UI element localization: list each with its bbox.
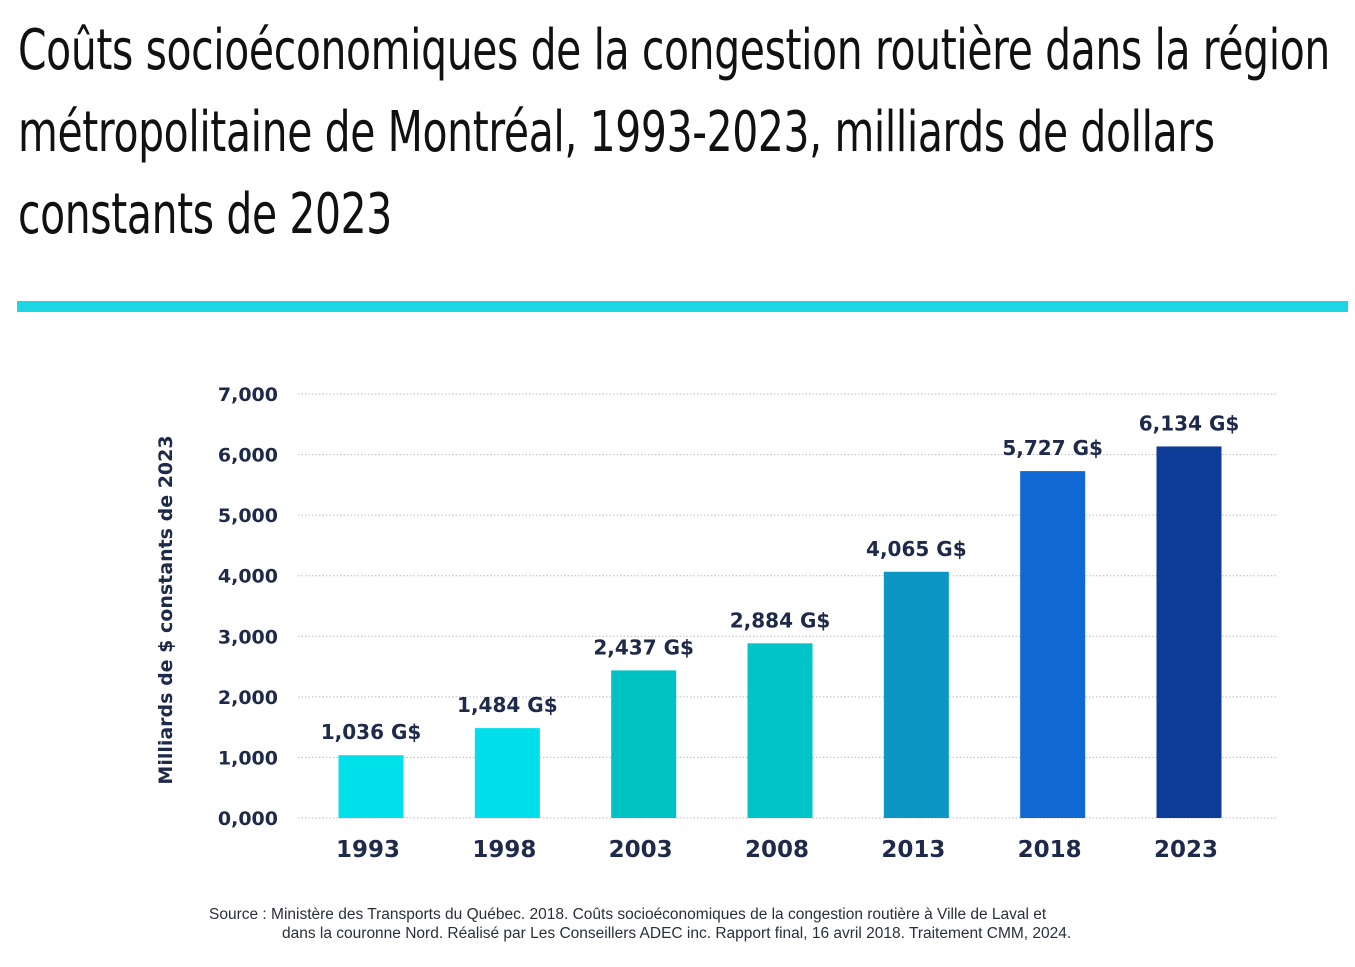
- y-tick-label: 4,000: [218, 566, 278, 588]
- x-tick-label-2003: 2003: [609, 837, 673, 863]
- bar-1998: [474, 728, 540, 818]
- x-tick-label-1998: 1998: [472, 837, 536, 863]
- chart-title: Coûts socioéconomiques de la congestion …: [18, 18, 1330, 247]
- bar-1993: [338, 755, 404, 818]
- x-tick-label-2013: 2013: [881, 837, 945, 863]
- y-tick-label: 3,000: [218, 626, 278, 648]
- x-tick-label-2018: 2018: [1018, 837, 1082, 863]
- data-label-2018: 5,727 G$: [1002, 436, 1103, 460]
- data-label-2013: 4,065 G$: [866, 537, 967, 561]
- data-labels: 1,036 G$ 1,484 G$ 2,437 G$ 2,884 G$ 4,065 G$…: [321, 411, 1240, 744]
- accent-rule: [17, 301, 1348, 312]
- y-tick-label: 1,000: [218, 747, 278, 769]
- bar-2018: [1020, 471, 1086, 818]
- x-tick-label-2008: 2008: [745, 837, 809, 863]
- source-line-1: Source : Ministère des Transports du Qué…: [209, 906, 1047, 923]
- bar-2013: [883, 571, 949, 818]
- x-tick-label-2023: 2023: [1154, 837, 1218, 863]
- bar-chart: 7,000 6,000 5,000 4,000 3,000 2,000 1,000 0,000…: [155, 384, 1278, 863]
- data-label-2008: 2,884 G$: [730, 608, 831, 632]
- bar-2008: [747, 643, 813, 818]
- y-axis-label: Milliards de $ constants de 2023: [155, 435, 177, 784]
- source-note: Source : Ministère des Transports du Qué…: [209, 905, 1269, 943]
- data-label-2003: 2,437 G$: [593, 635, 694, 659]
- data-label-1998: 1,484 G$: [457, 693, 558, 717]
- data-label-2023: 6,134 G$: [1139, 411, 1240, 435]
- y-tick-label: 5,000: [218, 505, 278, 527]
- data-label-1993: 1,036 G$: [321, 720, 422, 744]
- x-tick-label-1993: 1993: [336, 837, 400, 863]
- y-tick-label: 0,000: [218, 808, 278, 830]
- y-tick-label: 6,000: [218, 445, 278, 467]
- source-line-2: dans la couronne Nord. Réalisé par Les C…: [282, 925, 1072, 942]
- x-axis-ticks: 1993 1998 2003 2008 2013 2018 2023: [336, 837, 1218, 863]
- bar-2003: [611, 670, 677, 818]
- y-tick-label: 7,000: [218, 384, 278, 406]
- y-axis-ticks: 7,000 6,000 5,000 4,000 3,000 2,000 1,000 0,000: [218, 384, 278, 830]
- bars: [338, 446, 1222, 818]
- bar-2023: [1156, 446, 1222, 818]
- y-tick-label: 2,000: [218, 687, 278, 709]
